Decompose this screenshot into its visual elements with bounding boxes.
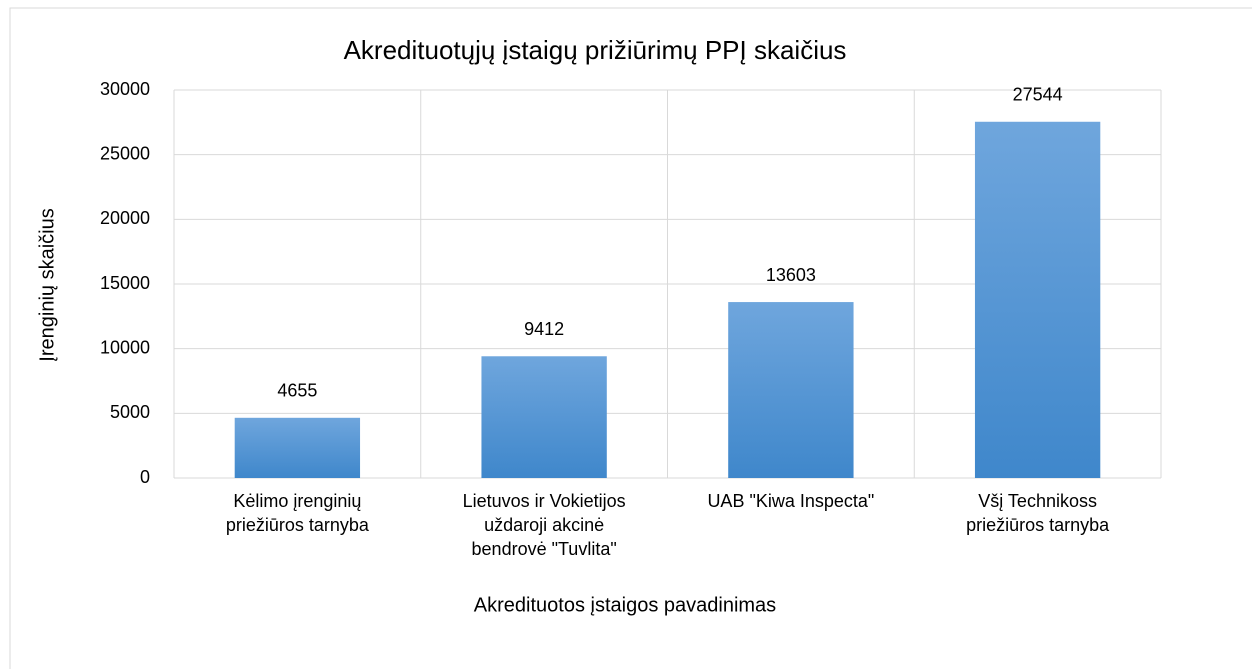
- y-tick-label: 0: [140, 467, 150, 487]
- bar: [481, 356, 607, 478]
- chart-title: Akredituotųjų įstaigų prižiūrimų PPĮ ska…: [344, 35, 847, 65]
- y-tick-label: 30000: [100, 79, 150, 99]
- bar: [974, 121, 1101, 478]
- y-axis-label: Įrenginių skaičius: [36, 208, 58, 361]
- data-label: 9412: [524, 319, 564, 339]
- x-tick-label: UAB "Kiwa Inspecta": [707, 491, 874, 511]
- data-label: 27544: [1013, 85, 1063, 105]
- y-tick-label: 20000: [100, 208, 150, 228]
- x-tick-label: Všį Technikoss priežiūros tarnyba: [966, 491, 1110, 535]
- x-tick-label: Lietuvos ir Vokietijos uždaroji akcinė ben…: [463, 491, 626, 559]
- data-label: 13603: [766, 265, 816, 285]
- bar: [728, 302, 854, 478]
- data-label: 4655: [277, 381, 317, 401]
- x-axis-label: Akredituotos įstaigos pavadinimas: [474, 594, 776, 616]
- y-tick-label: 25000: [100, 143, 150, 163]
- bar: [234, 417, 361, 478]
- x-tick-label: Kėlimo įrenginių priežiūros tarnyba: [226, 491, 370, 535]
- y-tick-label: 15000: [100, 273, 150, 293]
- y-tick-label: 10000: [100, 337, 150, 357]
- y-tick-label: 5000: [110, 402, 150, 422]
